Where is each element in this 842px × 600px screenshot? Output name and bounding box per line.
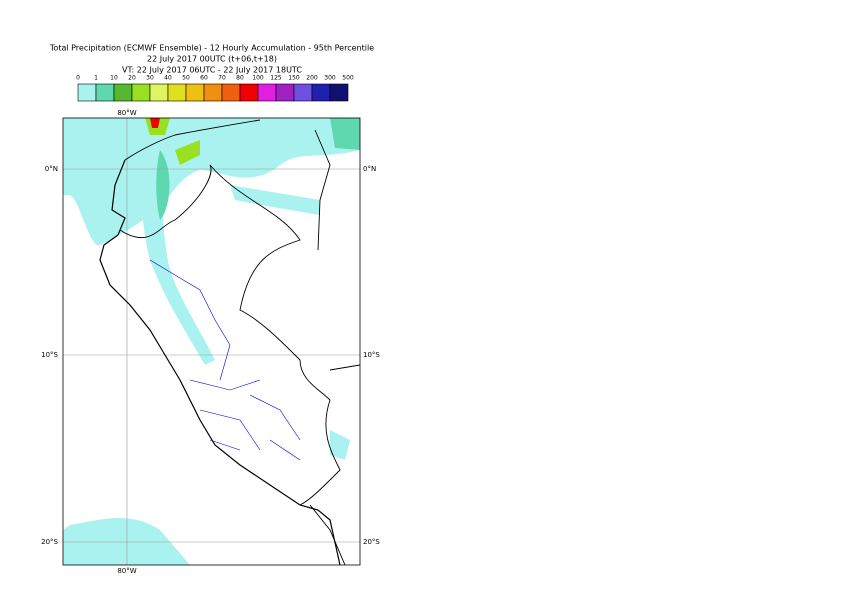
legend-label: 40 bbox=[164, 75, 172, 82]
legend-swatch bbox=[95, 83, 115, 102]
legend-swatch bbox=[203, 83, 223, 102]
legend-swatch bbox=[113, 83, 133, 102]
legend-swatch bbox=[149, 83, 169, 102]
legend-swatch bbox=[275, 83, 295, 102]
legend-swatch bbox=[185, 83, 205, 102]
legend-swatch bbox=[293, 83, 313, 102]
legend-swatch bbox=[131, 83, 151, 102]
legend-label: 1 bbox=[94, 75, 98, 82]
legend-swatch bbox=[167, 83, 187, 102]
lon-label: 80°W bbox=[117, 109, 136, 117]
legend-label: 80 bbox=[236, 75, 244, 82]
lat-label: 0°N bbox=[45, 165, 58, 173]
legend-label: 200 bbox=[306, 75, 318, 82]
legend-label: 20 bbox=[128, 75, 136, 82]
title-line: VT: 22 July 2017 06UTC - 22 July 2017 18… bbox=[122, 66, 302, 75]
legend-label: 10 bbox=[110, 75, 118, 82]
lat-label: 20°S bbox=[363, 538, 380, 546]
legend-label: 300 bbox=[324, 75, 336, 82]
title-line: Total Precipitation (ECMWF Ensemble) - 1… bbox=[49, 44, 374, 53]
lon-label: 80°W bbox=[117, 567, 136, 575]
lat-label: 0°N bbox=[363, 165, 376, 173]
lat-label: 10°S bbox=[363, 351, 380, 359]
legend-label: 100 bbox=[252, 75, 264, 82]
legend-label: 50 bbox=[182, 75, 190, 82]
legend-swatch bbox=[257, 83, 277, 102]
map-labels: 80°W 80°W 0°N 0°N 10°S 10°S 20°S 20°S bbox=[41, 109, 380, 575]
map-frame bbox=[62, 117, 361, 566]
legend-label: 125 bbox=[270, 75, 282, 82]
legend: 0 1 10 20 30 40 50 60 70 80 100 125 150 200 300 500 bbox=[76, 75, 354, 102]
legend-swatch bbox=[77, 83, 97, 102]
legend-swatch bbox=[329, 83, 349, 102]
lat-label: 20°S bbox=[41, 538, 58, 546]
map bbox=[63, 118, 360, 565]
legend-swatch bbox=[311, 83, 331, 102]
legend-swatch bbox=[221, 83, 241, 102]
lat-label: 10°S bbox=[41, 351, 58, 359]
legend-label: 500 bbox=[342, 75, 354, 82]
legend-label: 70 bbox=[218, 75, 226, 82]
legend-label: 0 bbox=[76, 75, 80, 82]
legend-label: 30 bbox=[146, 75, 154, 82]
legend-swatch bbox=[239, 83, 259, 102]
legend-label: 60 bbox=[200, 75, 208, 82]
legend-label: 150 bbox=[288, 75, 300, 82]
title-line: 22 July 2017 00UTC (t+06,t+18) bbox=[147, 55, 277, 64]
